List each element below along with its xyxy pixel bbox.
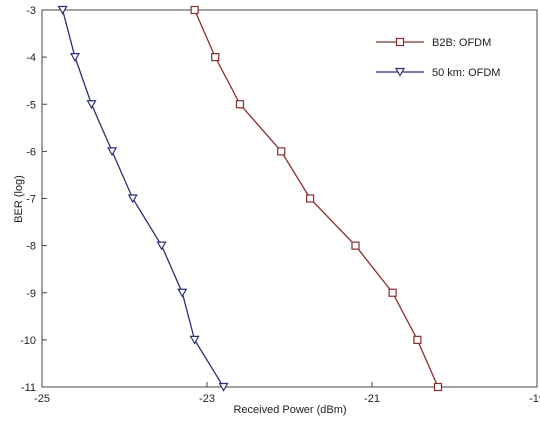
y-tick-label: -9 (26, 288, 36, 300)
x-axis-label: Received Power (dBm) (233, 404, 346, 416)
y-axis-label: BER (log) (13, 175, 25, 223)
x-tick-label: -23 (199, 393, 215, 405)
series-2-point (127, 194, 138, 204)
series-1-point (306, 194, 315, 203)
y-tick-label: -7 (26, 194, 36, 206)
y-tick-label: -6 (26, 146, 36, 158)
legend: B2B: OFDM 50 km: OFDM (376, 37, 500, 79)
series-1 (190, 5, 443, 392)
legend-item-1: B2B: OFDM (376, 37, 491, 49)
x-tick-label: -21 (364, 393, 380, 405)
series-2-point (156, 241, 167, 251)
series-2-point (86, 100, 97, 109)
series-2-point (218, 382, 229, 392)
legend-point (394, 67, 406, 77)
y-tick-label: -3 (26, 5, 36, 17)
x-tick-label: -19 (529, 393, 540, 405)
series-1-point (277, 147, 286, 156)
y-tick-label: -10 (20, 335, 36, 347)
series-2-point (69, 53, 81, 62)
series-1-point (190, 5, 199, 15)
series-2-line (61, 9, 225, 388)
series-1-point (388, 288, 397, 297)
series-2-point (177, 288, 188, 298)
series-2-point (57, 5, 68, 15)
series-1-point (413, 335, 422, 344)
series-1-point (351, 241, 360, 250)
legend-point (395, 37, 405, 47)
series-1-point (235, 100, 245, 109)
series-2-point (189, 335, 200, 345)
x-axis: -25 -23 -21 -19 (34, 382, 540, 405)
legend-item-2: 50 km: OFDM (376, 67, 500, 79)
y-tick-label: -8 (26, 241, 36, 253)
series-2-point (107, 147, 118, 157)
y-tick-label: -5 (26, 99, 36, 111)
series-2 (57, 5, 229, 392)
y-tick-label: -11 (21, 382, 36, 394)
legend-label: B2B: OFDM (432, 37, 491, 49)
series-1-line (194, 9, 439, 388)
series-1-point (433, 382, 443, 392)
series-layer (57, 5, 443, 392)
x-tick-label: -25 (34, 393, 50, 405)
legend-label: 50 km: OFDM (432, 67, 500, 79)
series-1-point (211, 53, 220, 62)
y-axis: -3 -4 -5 -6 -7 -8 -9 -10 -11 (20, 5, 47, 394)
y-tick-label: -4 (26, 52, 36, 64)
